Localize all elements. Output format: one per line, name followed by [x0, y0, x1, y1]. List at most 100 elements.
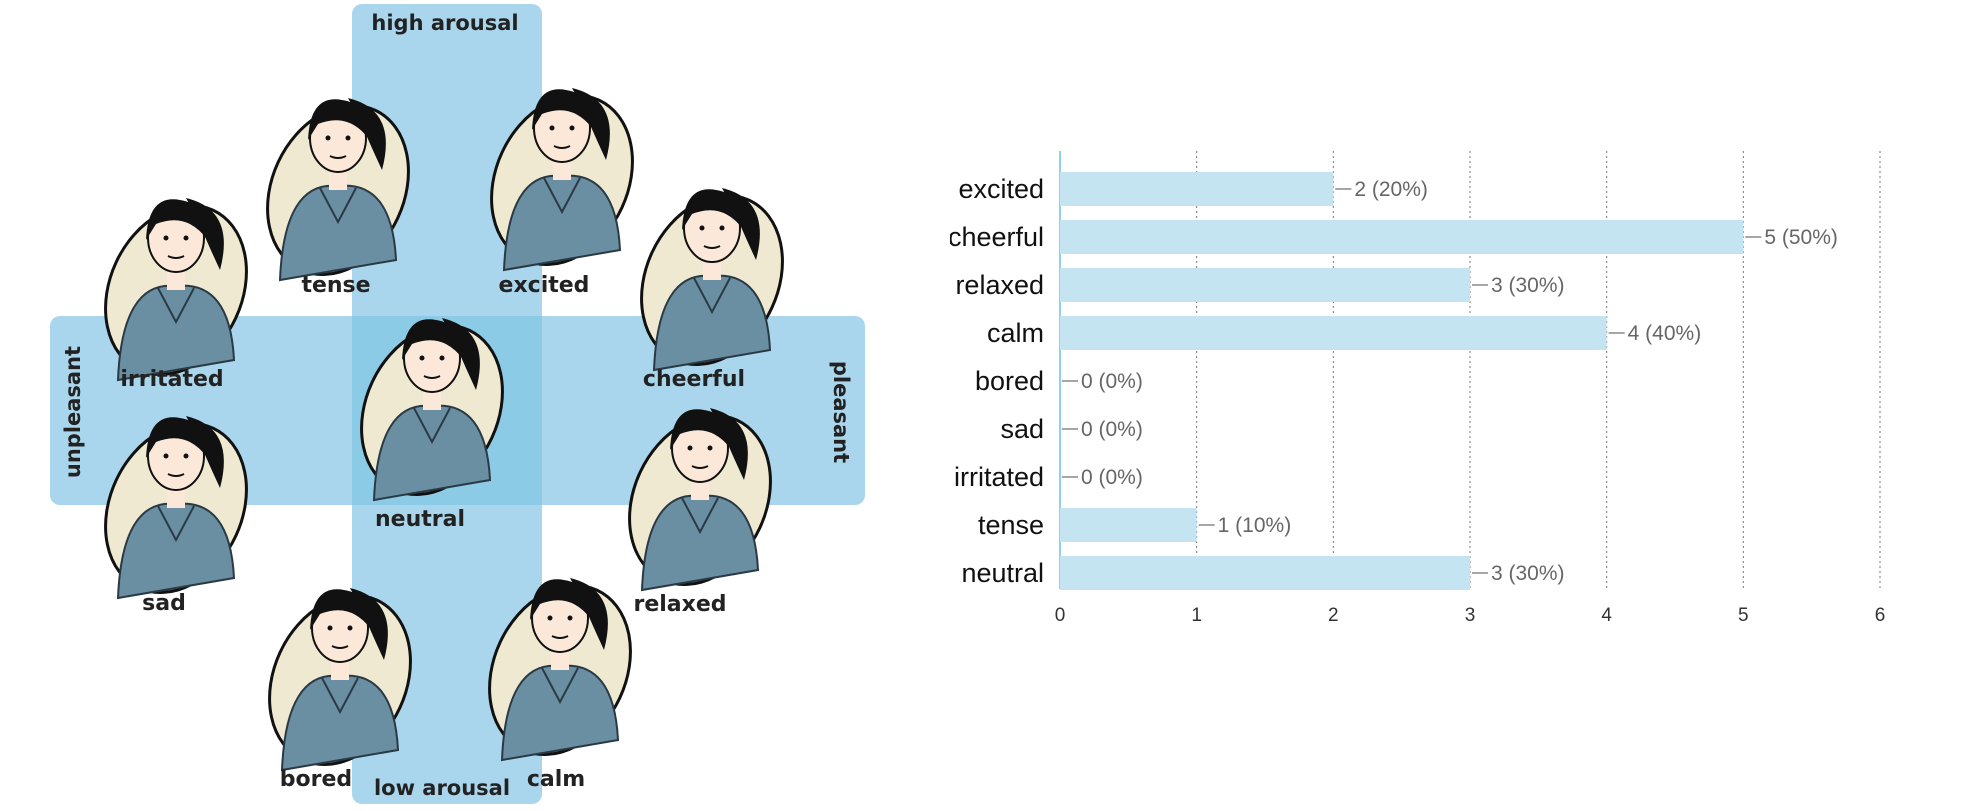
- collar: [543, 177, 581, 215]
- figure-calm: [488, 578, 632, 762]
- eye-left: [163, 235, 169, 241]
- axis-left-label: unpleasant: [61, 346, 85, 478]
- emotion-label-neutral: neutral: [375, 507, 465, 532]
- neck: [703, 258, 721, 280]
- collar: [693, 277, 731, 315]
- hair: [310, 589, 371, 630]
- mouth: [423, 375, 441, 379]
- emotion-label-irritated: irritated: [120, 367, 223, 392]
- value-label: 0 (0%): [1081, 466, 1143, 489]
- value-label: 0 (0%): [1081, 418, 1143, 441]
- x-tick-label: 0: [1055, 605, 1066, 626]
- axis-right-label: pleasant: [829, 361, 853, 463]
- eye-left: [549, 125, 555, 131]
- mouth: [167, 473, 185, 477]
- mouth: [551, 635, 569, 639]
- category-label: bored: [975, 366, 1044, 396]
- neck: [331, 658, 349, 680]
- collar: [681, 497, 719, 535]
- hair: [402, 319, 463, 360]
- eye-right: [707, 445, 713, 451]
- eye-right: [345, 135, 351, 141]
- value-label: 1 (10%): [1218, 514, 1292, 537]
- figure-sad: [104, 416, 248, 600]
- bar-relaxed: [1060, 268, 1470, 302]
- mouth: [703, 245, 721, 249]
- eye-left: [325, 135, 331, 141]
- bar-cheerful: [1060, 220, 1744, 254]
- collar: [541, 667, 579, 705]
- category-label: neutral: [961, 558, 1044, 588]
- eye-left: [419, 355, 425, 361]
- hair: [682, 189, 743, 230]
- figure-tense: [266, 98, 410, 282]
- bar-tense: [1060, 508, 1197, 542]
- neck: [423, 388, 441, 410]
- collar: [321, 677, 359, 715]
- hair: [530, 579, 591, 620]
- eye-right: [183, 235, 189, 241]
- collar: [413, 407, 451, 445]
- x-tick-label: 5: [1738, 605, 1749, 626]
- eye-left: [163, 453, 169, 459]
- hair: [532, 89, 593, 130]
- x-tick-label: 1: [1191, 605, 1202, 626]
- x-tick-label: 4: [1601, 605, 1612, 626]
- x-tick-label: 3: [1465, 605, 1476, 626]
- emotion-grid-figure: high arousal low arousal unpleasant plea…: [50, 4, 865, 804]
- value-label: 2 (20%): [1354, 178, 1428, 201]
- emotion-labels: excited cheerful relaxed calm bored sad irrita…: [120, 273, 745, 792]
- value-label: 0 (0%): [1081, 370, 1143, 393]
- emotion-label-relaxed: relaxed: [633, 592, 726, 617]
- emotion-label-tense: tense: [301, 273, 370, 298]
- collar: [157, 505, 195, 543]
- hair: [146, 199, 207, 240]
- x-tick-label: 2: [1328, 605, 1339, 626]
- emotion-label-cheerful: cheerful: [643, 367, 745, 392]
- value-label: 3 (30%): [1491, 274, 1565, 297]
- emotion-label-calm: calm: [527, 767, 585, 792]
- figure-bored: [268, 588, 412, 772]
- mouth: [553, 145, 571, 149]
- eye-right: [183, 453, 189, 459]
- x-tick-label: 6: [1875, 605, 1886, 626]
- eye-left: [687, 445, 693, 451]
- neck: [167, 268, 185, 290]
- emotion-grid: high arousal low arousal unpleasant plea…: [0, 0, 880, 806]
- mouth: [331, 645, 349, 649]
- bar-excited: [1060, 172, 1334, 206]
- category-label: cheerful: [950, 222, 1044, 252]
- neck: [329, 168, 347, 190]
- figure-neutral: [360, 318, 504, 502]
- eye-right: [567, 615, 573, 621]
- axis-bottom-label: low arousal: [374, 776, 510, 800]
- mouth: [691, 465, 709, 469]
- figure-relaxed: [628, 408, 772, 592]
- category-label: irritated: [954, 462, 1044, 492]
- figure-cheerful: [640, 188, 784, 372]
- axis-top-label: high arousal: [371, 11, 518, 35]
- emotion-label-bored: bored: [280, 767, 352, 792]
- category-label: tense: [978, 510, 1044, 540]
- neck: [167, 486, 185, 508]
- bar-calm: [1060, 316, 1607, 350]
- value-label: 3 (30%): [1491, 562, 1565, 585]
- eye-right: [439, 355, 445, 361]
- neck: [551, 648, 569, 670]
- bar-chart: 0 1 2 3 4 5 6 excited 2 (20%) cheerful 5 (50%) rela…: [948, 140, 1960, 700]
- bar-neutral: [1060, 556, 1470, 590]
- eye-right: [719, 225, 725, 231]
- character-figures: [104, 88, 784, 772]
- emotion-label-excited: excited: [499, 273, 590, 298]
- mouth: [329, 155, 347, 159]
- eye-left: [327, 625, 333, 631]
- figure-excited: [490, 88, 634, 272]
- bar-chart-svg: 0 1 2 3 4 5 6 excited 2 (20%) cheerful 5 (50%) rela…: [948, 151, 1886, 626]
- eye-left: [547, 615, 553, 621]
- mouth: [167, 255, 185, 259]
- figure-irritated: [104, 198, 248, 382]
- eye-right: [569, 125, 575, 131]
- category-label: excited: [958, 174, 1044, 204]
- neck: [553, 158, 571, 180]
- hair: [146, 417, 207, 458]
